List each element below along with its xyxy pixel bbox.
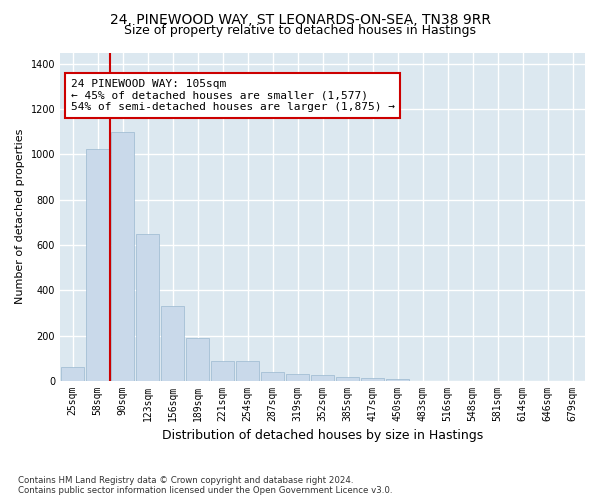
Bar bbox=[286, 374, 309, 381]
Bar bbox=[361, 378, 384, 381]
Y-axis label: Number of detached properties: Number of detached properties bbox=[15, 129, 25, 304]
Bar bbox=[136, 234, 159, 381]
Bar bbox=[111, 132, 134, 381]
Bar bbox=[336, 376, 359, 381]
Text: 24 PINEWOOD WAY: 105sqm
← 45% of detached houses are smaller (1,577)
54% of semi: 24 PINEWOOD WAY: 105sqm ← 45% of detache… bbox=[71, 79, 395, 112]
Bar bbox=[236, 360, 259, 381]
Bar bbox=[186, 338, 209, 381]
Bar bbox=[161, 306, 184, 381]
Bar bbox=[311, 376, 334, 381]
Bar bbox=[211, 360, 234, 381]
Text: Size of property relative to detached houses in Hastings: Size of property relative to detached ho… bbox=[124, 24, 476, 37]
Bar bbox=[61, 368, 84, 381]
Text: Contains HM Land Registry data © Crown copyright and database right 2024.
Contai: Contains HM Land Registry data © Crown c… bbox=[18, 476, 392, 495]
X-axis label: Distribution of detached houses by size in Hastings: Distribution of detached houses by size … bbox=[162, 430, 483, 442]
Text: 24, PINEWOOD WAY, ST LEONARDS-ON-SEA, TN38 9RR: 24, PINEWOOD WAY, ST LEONARDS-ON-SEA, TN… bbox=[110, 12, 491, 26]
Bar bbox=[86, 149, 109, 381]
Bar bbox=[261, 372, 284, 381]
Bar bbox=[386, 379, 409, 381]
